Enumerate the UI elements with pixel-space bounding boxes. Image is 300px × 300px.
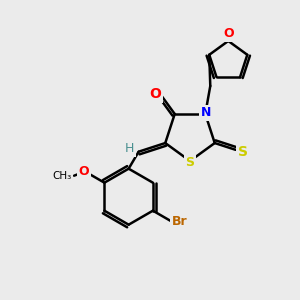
Text: O: O [223, 28, 234, 40]
Text: S: S [185, 155, 194, 169]
Text: H: H [125, 142, 134, 155]
Text: N: N [201, 106, 211, 119]
Text: O: O [79, 165, 89, 178]
Text: Br: Br [172, 215, 188, 228]
Text: S: S [238, 145, 248, 159]
Text: O: O [149, 87, 161, 101]
Text: CH₃: CH₃ [52, 171, 72, 181]
